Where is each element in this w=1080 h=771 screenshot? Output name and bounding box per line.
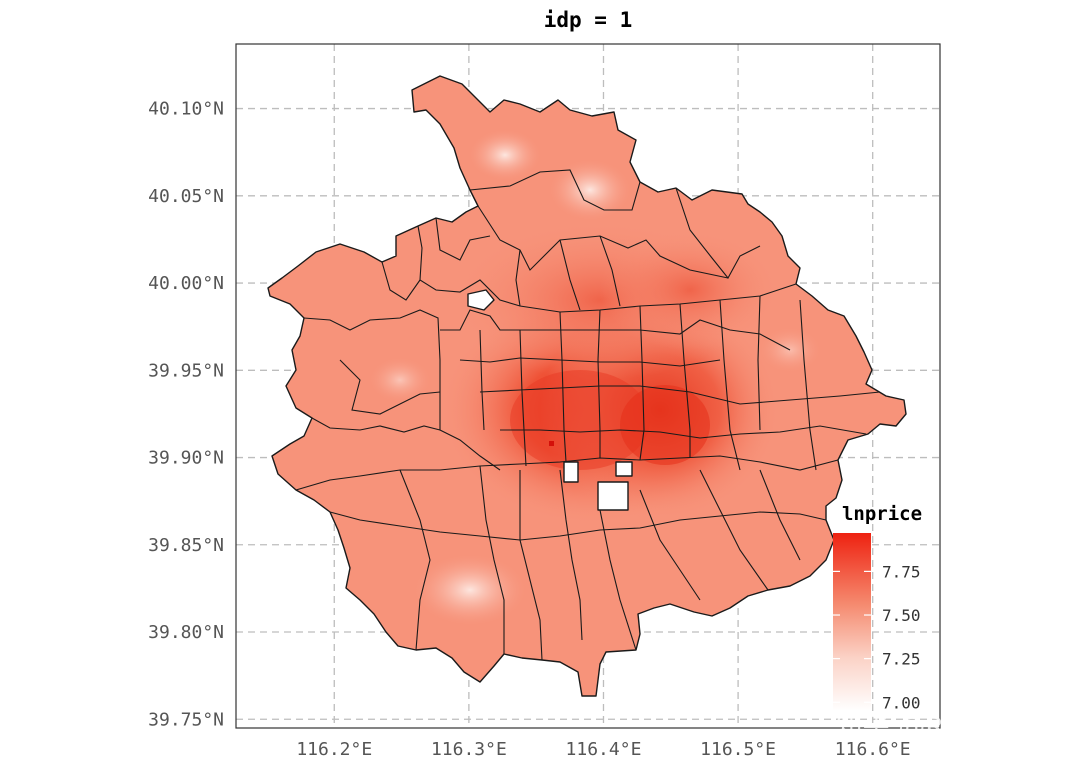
district-boundaries [295, 169, 881, 661]
x-tick-label: 116.5°E [700, 739, 776, 760]
plot-panel-border [235, 43, 941, 729]
y-tick-label: 40.00°N [148, 273, 224, 294]
y-axis-tick-labels: 40.10°N 40.05°N 40.00°N 39.95°N 39.90°N 39.85… [148, 99, 224, 731]
y-tick-label: 39.80°N [148, 622, 224, 643]
no-data-area [597, 481, 629, 511]
legend-tick-label: 7.50 [882, 606, 921, 625]
x-tick-label: 116.2°E [296, 739, 372, 760]
y-tick-label: 39.90°N [148, 448, 224, 469]
legend-title: lnprice [842, 503, 922, 525]
legend-tick-labels: 7.75 7.50 7.25 7.00 [833, 562, 921, 712]
no-data-area [467, 289, 495, 311]
legend-tick-label: 7.25 [882, 650, 921, 669]
chart-title: idp = 1 [544, 8, 633, 32]
y-tick-label: 39.75°N [148, 709, 224, 730]
no-data-area [563, 461, 579, 483]
watermark-text: 知乎 @R语言学堂 [836, 712, 1052, 743]
y-tick-label: 39.85°N [148, 535, 224, 556]
legend-tick-label: 7.75 [882, 562, 921, 581]
no-data-area [615, 461, 633, 477]
beijing-district-map [267, 75, 907, 697]
price-hotspot [549, 441, 554, 446]
legend: lnprice 7.75 7.50 7.25 7.00 [833, 503, 922, 712]
y-tick-label: 40.10°N [148, 99, 224, 120]
x-tick-label: 116.3°E [431, 739, 507, 760]
x-axis-tick-labels: 116.2°E 116.3°E 116.4°E 116.5°E 116.6°E [296, 739, 910, 760]
y-tick-label: 39.95°N [148, 360, 224, 381]
y-tick-label: 40.05°N [148, 186, 224, 207]
x-tick-label: 116.4°E [566, 739, 642, 760]
legend-colorbar [833, 533, 871, 711]
x-tick-label: 116.6°E [835, 739, 911, 760]
legend-tick-label: 7.00 [882, 693, 921, 712]
